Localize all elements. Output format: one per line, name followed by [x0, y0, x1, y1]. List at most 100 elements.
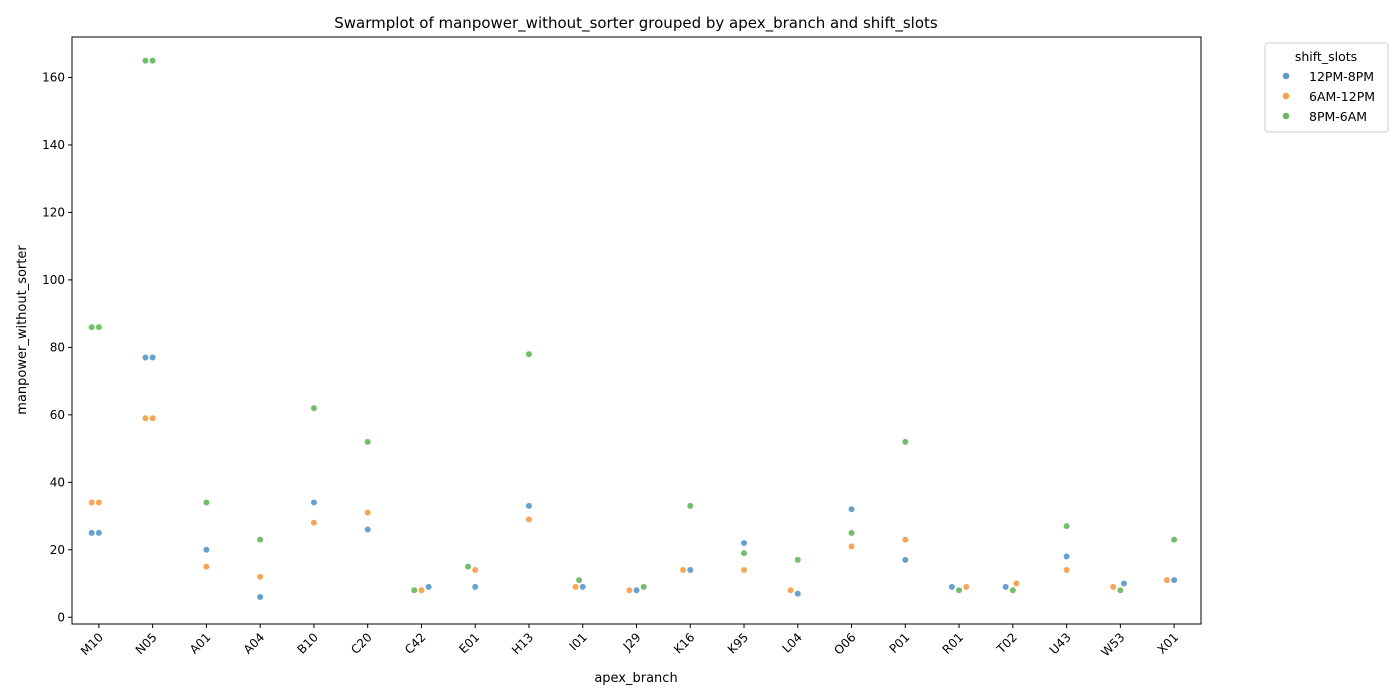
- x-tick-label: R01: [940, 630, 967, 657]
- data-point: [1062, 522, 1071, 530]
- data-point: [310, 404, 318, 412]
- data-point: [901, 556, 909, 564]
- data-point: [679, 566, 687, 574]
- y-tick-label: 120: [42, 205, 65, 219]
- x-tick-label: C42: [402, 630, 429, 657]
- data-point: [310, 519, 318, 527]
- x-tick-label: U43: [1047, 630, 1074, 657]
- data-point: [471, 583, 479, 591]
- data-point: [794, 556, 802, 564]
- legend-marker: [1282, 72, 1290, 80]
- data-point: [794, 590, 802, 598]
- x-tick-label: K95: [725, 630, 751, 656]
- x-tick-label: A04: [241, 630, 268, 657]
- data-point: [640, 583, 648, 591]
- legend-marker: [1282, 92, 1290, 100]
- y-tick-label: 60: [50, 408, 65, 422]
- x-tick-label: E01: [456, 630, 482, 656]
- data-point: [740, 566, 748, 574]
- data-point: [464, 563, 472, 571]
- data-point: [1109, 583, 1117, 591]
- data-point: [1116, 586, 1124, 594]
- data-point: [740, 539, 748, 547]
- data-point: [149, 57, 157, 65]
- data-point: [847, 505, 856, 513]
- data-point: [525, 515, 533, 524]
- y-tick-label: 40: [50, 475, 65, 489]
- data-point: [525, 350, 533, 358]
- y-axis: 0 20 40 60 80 100 120 140 160: [42, 70, 72, 624]
- legend-label: 12PM-8PM: [1309, 69, 1374, 84]
- data-point: [686, 502, 694, 510]
- data-point: [1170, 576, 1178, 584]
- data-point: [364, 509, 372, 517]
- data-point: [141, 353, 150, 362]
- x-axis-label: apex_branch: [594, 671, 677, 686]
- data-point: [632, 586, 641, 594]
- data-point: [1062, 566, 1071, 574]
- data-point: [88, 498, 96, 507]
- legend-items: 12PM-8PM 6AM-12PM 8PM-6AM: [1282, 69, 1375, 124]
- y-tick-label: 100: [42, 273, 65, 287]
- x-tick-label: T02: [993, 630, 1020, 657]
- data-point: [149, 414, 157, 422]
- data-point: [1009, 586, 1017, 594]
- x-tick-label: C20: [348, 630, 375, 657]
- x-tick-label: K16: [671, 630, 697, 656]
- legend-box: [1264, 42, 1389, 133]
- data-point: [901, 438, 909, 446]
- data-point: [95, 498, 103, 507]
- data-point: [962, 583, 970, 591]
- data-point: [955, 586, 963, 594]
- data-point: [901, 536, 909, 544]
- x-tick-label: M10: [78, 630, 106, 658]
- legend-title: shift_slots: [1295, 49, 1357, 64]
- data-point: [202, 498, 211, 507]
- data-point: [202, 563, 211, 571]
- legend-marker: [1282, 112, 1290, 120]
- data-point: [425, 583, 433, 591]
- data-point: [571, 583, 580, 591]
- data-point: [95, 323, 103, 331]
- x-tick-label: P01: [887, 630, 913, 656]
- data-point: [525, 502, 533, 510]
- data-point: [471, 566, 479, 574]
- data-point: [364, 525, 372, 534]
- x-tick-label: X01: [1155, 630, 1182, 657]
- data-point: [1012, 579, 1021, 588]
- data-point: [948, 583, 956, 591]
- data-point: [579, 583, 587, 591]
- data-point: [88, 529, 96, 537]
- y-axis-label: manpower_without_sorter: [15, 245, 30, 415]
- data-point: [417, 586, 426, 594]
- legend-label: 8PM-6AM: [1309, 109, 1367, 124]
- data-point: [202, 546, 211, 554]
- data-point: [95, 529, 103, 537]
- x-tick-label: L04: [779, 630, 804, 655]
- data-point: [1163, 576, 1171, 584]
- x-tick-label: O06: [831, 630, 858, 657]
- x-tick-label: I01: [567, 630, 590, 653]
- data-point: [256, 573, 264, 581]
- chart-title: Swarmplot of manpower_without_sorter gro…: [334, 14, 938, 33]
- x-tick-label: A01: [187, 630, 214, 657]
- data-point: [686, 566, 694, 574]
- x-tick-label: W53: [1098, 630, 1127, 659]
- data-point: [256, 536, 264, 544]
- data-point: [847, 542, 856, 551]
- data-point: [1002, 583, 1010, 591]
- plot-area: [88, 57, 1178, 601]
- data-point: [786, 586, 795, 594]
- data-point: [141, 57, 150, 65]
- data-point: [1170, 536, 1178, 544]
- x-tick-label: N05: [133, 630, 160, 657]
- legend: shift_slots 12PM-8PM 6AM-12PM 8PM-6AM: [1264, 42, 1389, 133]
- legend-label: 6AM-12PM: [1309, 89, 1375, 104]
- plot-frame: [71, 36, 1202, 625]
- data-point: [141, 414, 150, 422]
- y-tick-label: 80: [50, 340, 65, 354]
- x-axis: M10 N05 A01 A04 B10 C20 C42 E01 H13 I01 J29 K16 K95 L…: [78, 624, 1181, 659]
- data-point: [575, 576, 583, 584]
- data-point: [410, 586, 418, 594]
